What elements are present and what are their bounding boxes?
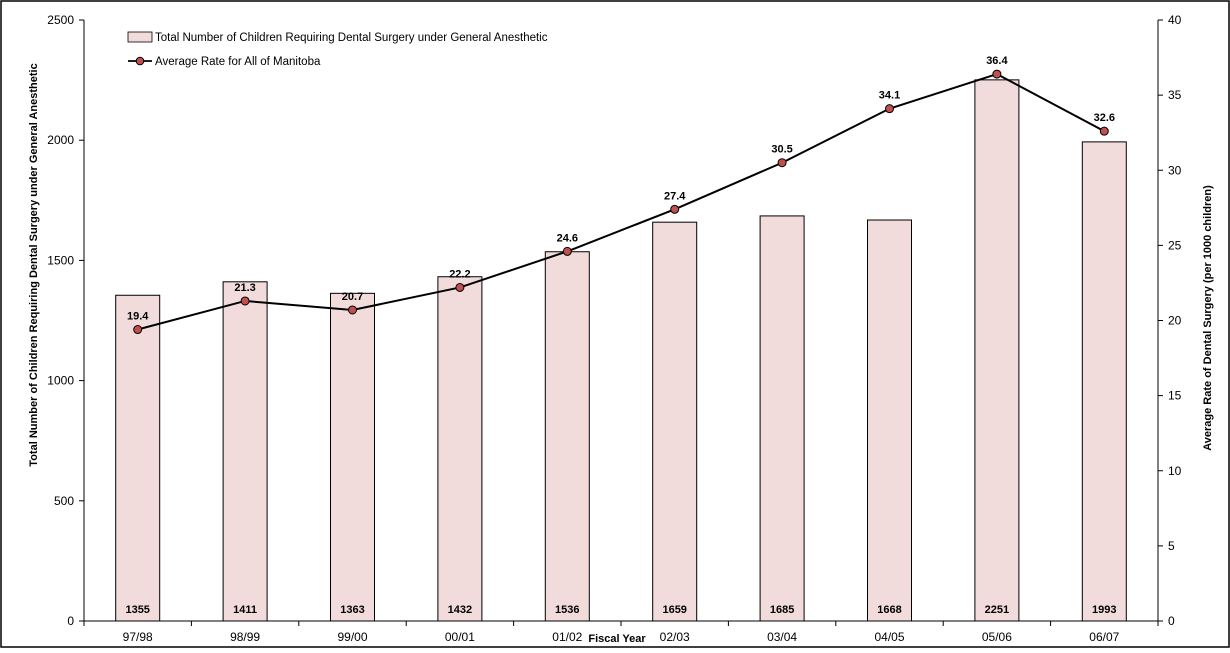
line-point [670,204,680,214]
line-value-label: 22.2 [449,268,470,280]
right-tick-label: 5 [1168,539,1175,553]
bar-value-label: 1685 [770,604,794,616]
line-value-label: 19.4 [127,311,149,323]
left-y-axis-title: Total Number of Children Requiring Denta… [28,63,40,466]
line-point [133,325,143,335]
right-tick-label: 10 [1168,464,1182,478]
line-point [348,305,357,315]
line-point [240,296,250,306]
legend-bar-label: Total Number of Children Requiring Denta… [155,32,548,44]
bar-value-label: 1536 [555,604,579,616]
x-axis-title: Fiscal Year [588,633,646,645]
line-point [885,104,894,114]
bar-value-label: 1659 [662,604,686,616]
bar [652,221,698,622]
left-tick-label: 500 [54,494,74,508]
line-point [1099,126,1109,136]
bar-value-label: 1993 [1092,604,1116,616]
left-tick-label: 2000 [47,133,74,147]
right-y-axis: 0 5 10 15 20 25 30 35 40 [1157,13,1182,628]
line-value-label: 20.7 [342,291,363,303]
bar [759,215,805,622]
line-value-label: 34.1 [879,90,900,102]
left-tick-label: 1500 [47,253,74,267]
left-y-axis: 0 500 1000 1500 2000 2500 [47,13,85,628]
bar [544,251,590,622]
bar-value-label: 1432 [448,604,472,616]
right-tick-label: 20 [1168,314,1182,328]
bar-series: 1355 1411 1363 1432 1536 1659 1685 1668 2251 1993 [115,79,1127,622]
x-tick-label: 97/98 [123,630,153,644]
bar [222,281,268,622]
x-tick-label: 03/04 [767,630,797,644]
x-tick-label: 98/99 [230,630,260,644]
line-point [992,69,1002,79]
legend-bar-swatch [127,31,153,43]
right-tick-label: 0 [1168,614,1175,628]
line-series: 19.4 21.3 20.7 22.2 24.6 27.4 30.5 34.1 36.4 32.6 [127,55,1115,335]
x-tick-label: 05/06 [982,630,1012,644]
x-tick-label: 00/01 [445,630,475,644]
rate-line [137,73,1105,331]
bar [974,79,1020,622]
legend: Total Number of Children Requiring Denta… [127,31,548,68]
left-tick-label: 2500 [47,13,74,27]
line-value-label: 30.5 [771,144,792,156]
line-value-label: 36.4 [986,55,1008,67]
right-tick-label: 25 [1168,238,1182,252]
line-point [455,282,465,292]
legend-line-marker [135,56,145,66]
line-value-label: 32.6 [1094,112,1115,124]
bar [115,294,161,622]
line-value-label: 27.4 [664,190,686,202]
left-tick-label: 0 [67,614,74,628]
bar-value-label: 2251 [985,604,1009,616]
bar [867,219,912,622]
bar-value-label: 1363 [340,604,364,616]
line-point [777,158,787,168]
x-tick-label: 01/02 [552,630,582,644]
x-tick-label: 99/00 [337,630,367,644]
line-point [562,246,572,256]
legend-line-label: Average Rate for All of Manitoba [155,56,321,68]
line-value-label: 21.3 [234,282,255,294]
line-value-label: 24.6 [557,232,578,244]
right-y-axis-title: Average Rate of Dental Surgery (per 1000… [1202,185,1214,451]
bar [437,276,483,622]
right-tick-label: 40 [1168,13,1182,27]
bar [330,292,375,622]
bar-value-label: 1411 [233,604,257,616]
bar [1081,141,1127,622]
right-tick-label: 35 [1168,88,1182,102]
x-tick-label: 02/03 [660,630,690,644]
left-tick-label: 1000 [47,374,74,388]
bar-value-label: 1355 [125,604,149,616]
right-tick-label: 15 [1168,389,1182,403]
bar-value-label: 1668 [877,604,901,616]
right-tick-label: 30 [1168,163,1182,177]
x-tick-label: 06/07 [1089,630,1119,644]
x-tick-label: 04/05 [874,630,904,644]
